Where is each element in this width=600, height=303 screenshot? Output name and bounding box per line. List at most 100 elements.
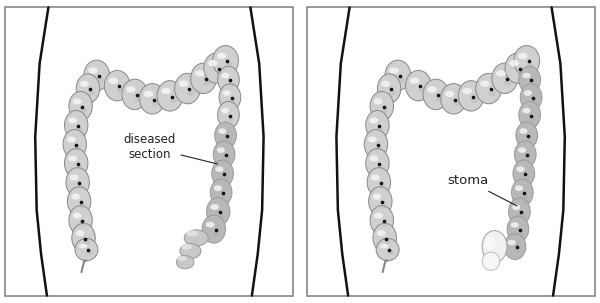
Ellipse shape <box>524 90 532 96</box>
Ellipse shape <box>225 137 231 142</box>
Ellipse shape <box>71 194 80 200</box>
Ellipse shape <box>482 231 507 263</box>
Ellipse shape <box>518 70 525 75</box>
Ellipse shape <box>69 92 92 121</box>
Ellipse shape <box>126 86 136 93</box>
Ellipse shape <box>79 203 85 208</box>
Ellipse shape <box>184 230 208 246</box>
Ellipse shape <box>217 147 225 153</box>
Ellipse shape <box>471 98 478 103</box>
Ellipse shape <box>64 148 88 178</box>
Text: stoma: stoma <box>448 174 517 206</box>
Ellipse shape <box>440 84 466 114</box>
Ellipse shape <box>225 63 232 68</box>
Ellipse shape <box>122 79 148 110</box>
Ellipse shape <box>529 82 535 86</box>
Ellipse shape <box>68 155 77 161</box>
Ellipse shape <box>509 60 519 66</box>
Ellipse shape <box>436 96 443 102</box>
Ellipse shape <box>504 234 526 260</box>
Ellipse shape <box>364 130 388 159</box>
Ellipse shape <box>427 86 437 93</box>
Ellipse shape <box>72 223 95 252</box>
Ellipse shape <box>388 251 394 255</box>
Ellipse shape <box>203 80 211 85</box>
Ellipse shape <box>522 194 528 199</box>
Ellipse shape <box>230 99 236 104</box>
Ellipse shape <box>63 130 86 159</box>
Ellipse shape <box>228 117 234 121</box>
Ellipse shape <box>79 244 88 248</box>
Ellipse shape <box>368 187 392 216</box>
Ellipse shape <box>515 185 523 191</box>
Ellipse shape <box>492 63 518 94</box>
Ellipse shape <box>186 230 198 236</box>
Ellipse shape <box>445 91 454 97</box>
Ellipse shape <box>217 53 226 59</box>
Ellipse shape <box>458 81 484 111</box>
Ellipse shape <box>523 108 530 113</box>
Ellipse shape <box>370 155 378 161</box>
Ellipse shape <box>398 77 404 83</box>
Ellipse shape <box>221 108 229 113</box>
Ellipse shape <box>76 165 82 170</box>
Ellipse shape <box>389 90 395 95</box>
Ellipse shape <box>68 117 77 124</box>
Ellipse shape <box>518 231 524 235</box>
Ellipse shape <box>365 111 389 140</box>
Ellipse shape <box>74 146 81 151</box>
Ellipse shape <box>485 237 496 250</box>
Ellipse shape <box>77 184 84 189</box>
Ellipse shape <box>520 84 542 111</box>
Ellipse shape <box>463 88 472 94</box>
Ellipse shape <box>516 122 538 149</box>
Ellipse shape <box>523 73 530 78</box>
Ellipse shape <box>418 88 425 93</box>
Ellipse shape <box>70 175 79 181</box>
Ellipse shape <box>374 212 383 219</box>
Ellipse shape <box>76 230 85 236</box>
Ellipse shape <box>382 108 388 113</box>
Ellipse shape <box>152 101 159 106</box>
Ellipse shape <box>221 73 229 78</box>
Ellipse shape <box>507 216 529 242</box>
Ellipse shape <box>64 111 88 140</box>
Ellipse shape <box>526 63 533 68</box>
Ellipse shape <box>376 146 382 151</box>
Ellipse shape <box>117 88 124 93</box>
Ellipse shape <box>80 222 87 227</box>
Ellipse shape <box>134 96 142 102</box>
Ellipse shape <box>206 221 215 228</box>
Ellipse shape <box>67 136 76 143</box>
Ellipse shape <box>181 244 192 250</box>
Ellipse shape <box>514 141 536 168</box>
Ellipse shape <box>377 165 383 170</box>
Ellipse shape <box>382 222 388 227</box>
Ellipse shape <box>453 101 460 106</box>
Ellipse shape <box>476 73 502 104</box>
Ellipse shape <box>505 53 531 83</box>
Ellipse shape <box>228 82 234 86</box>
Ellipse shape <box>512 179 533 206</box>
Ellipse shape <box>380 203 386 208</box>
Ellipse shape <box>157 81 183 111</box>
Ellipse shape <box>224 156 230 161</box>
Ellipse shape <box>67 187 91 216</box>
Ellipse shape <box>223 90 231 96</box>
Ellipse shape <box>508 240 516 245</box>
Ellipse shape <box>218 213 224 218</box>
Ellipse shape <box>218 102 239 128</box>
Ellipse shape <box>214 231 220 236</box>
Ellipse shape <box>215 166 223 172</box>
Ellipse shape <box>88 90 94 95</box>
Ellipse shape <box>370 206 394 235</box>
Ellipse shape <box>480 81 490 87</box>
Ellipse shape <box>217 70 224 75</box>
Ellipse shape <box>223 175 228 180</box>
Ellipse shape <box>76 127 82 132</box>
Ellipse shape <box>410 78 419 84</box>
Ellipse shape <box>219 84 241 111</box>
Ellipse shape <box>76 74 100 103</box>
Ellipse shape <box>518 147 526 153</box>
Ellipse shape <box>509 198 530 225</box>
